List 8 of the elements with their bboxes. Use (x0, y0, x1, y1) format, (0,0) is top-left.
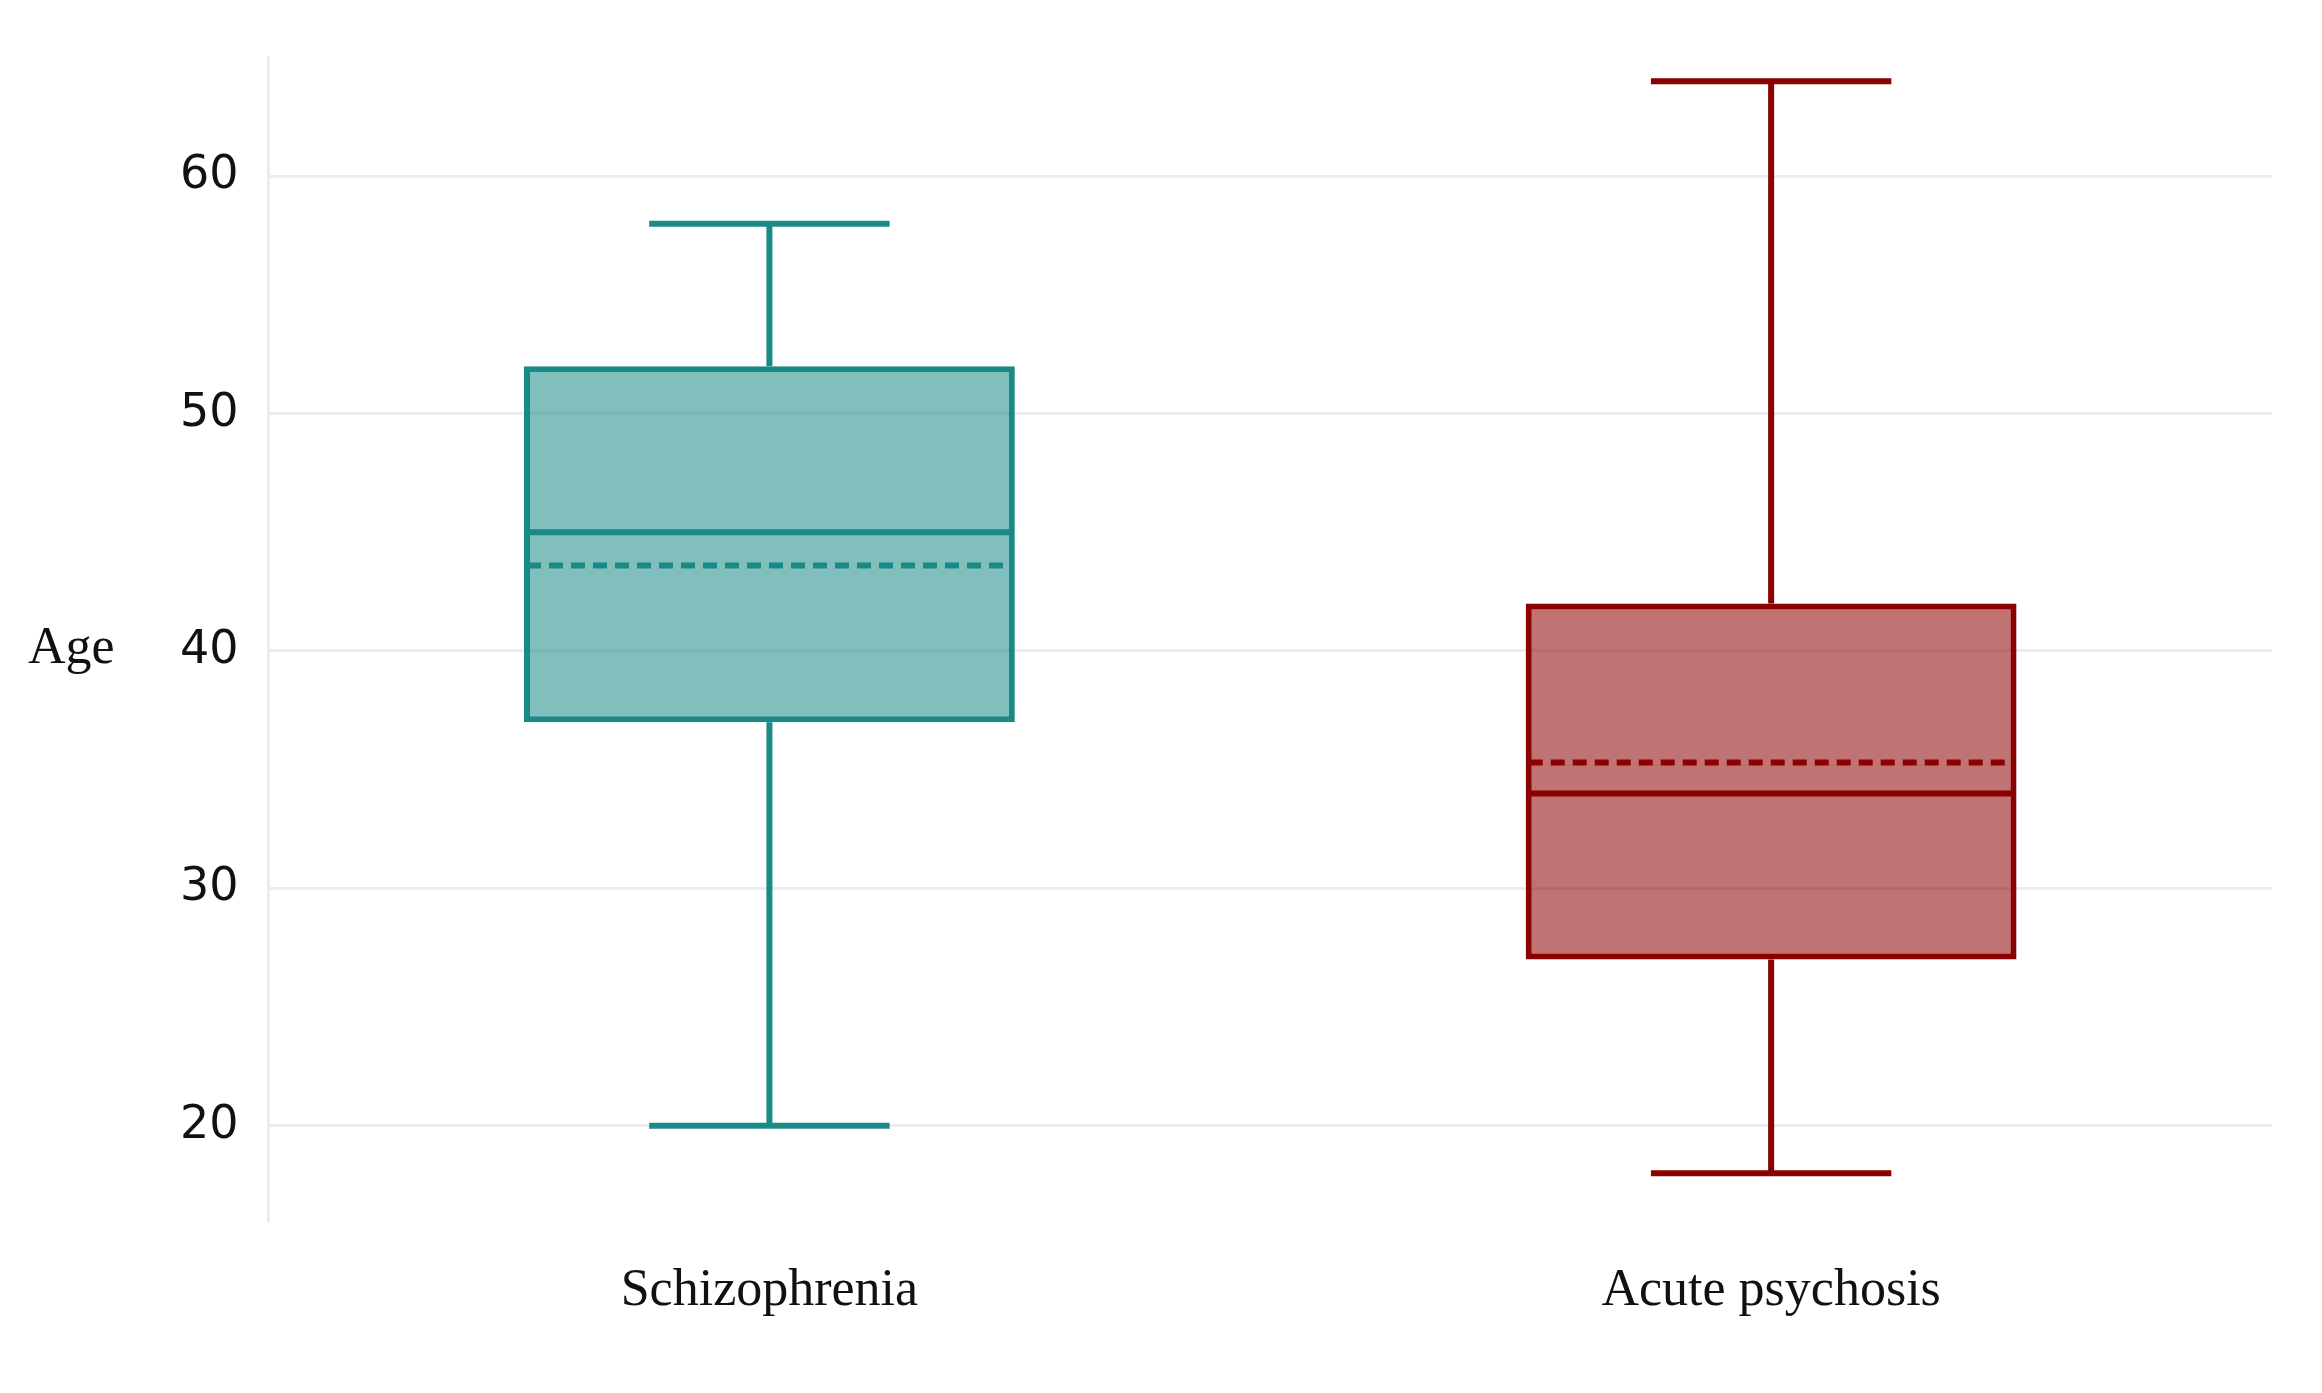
y-tick-label: 40 (179, 619, 239, 674)
y-axis-title: Age (28, 616, 115, 674)
y-tick-label: 60 (179, 145, 239, 200)
x-tick-label: Acute psychosis (1601, 1259, 1941, 1317)
y-tick-label: 50 (179, 382, 239, 437)
y-tick-label: 30 (179, 857, 239, 912)
y-tick-label: 20 (179, 1094, 239, 1149)
x-tick-label: Schizophrenia (620, 1259, 919, 1317)
